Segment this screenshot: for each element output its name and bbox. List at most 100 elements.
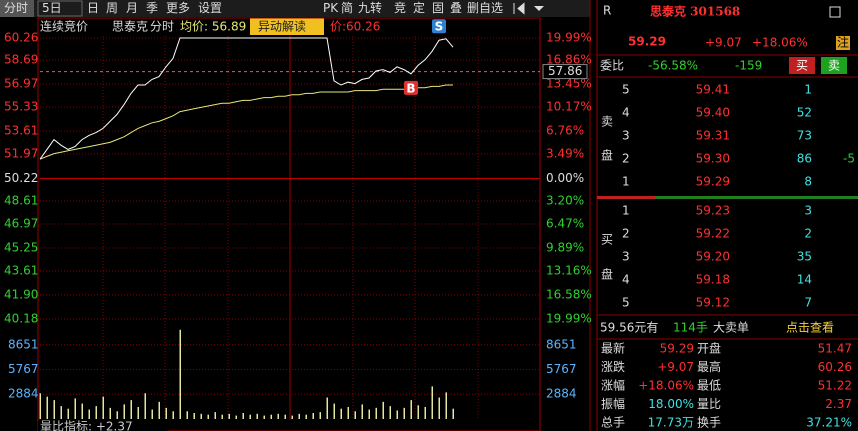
book-price: 59.29 [696,175,730,189]
volume-bar [326,397,328,419]
toolbar-button[interactable]: 5日 [42,1,62,15]
volume-bar [305,414,307,419]
volume-bar [151,409,153,419]
toolbar-button[interactable]: 九转 [358,0,382,15]
stat-label: 换手 [697,416,721,430]
level: 2 [622,227,630,241]
volume-tick-label: 5767 [546,362,577,376]
price-tick-label: 43.61 [4,264,38,278]
average-line [39,84,453,160]
percent-tick-label: 13.45% [546,77,592,91]
volume-bar [375,407,377,419]
volume-bar [179,329,181,419]
toolbar-button[interactable]: PK [323,1,339,15]
toolbar-button[interactable]: 叠 [450,1,462,15]
price-tick-label: 41.90 [4,287,38,301]
level: 3 [622,250,630,264]
buy-button[interactable] [789,57,815,74]
stat-value: 51.47 [818,342,852,356]
volume-bar [424,406,426,419]
book-price: 59.18 [696,273,730,287]
volume-bar [410,400,412,419]
percent-tick-label: 3.20% [546,194,584,208]
icon-arrow[interactable] [513,2,525,15]
price-tick-label: 46.97 [4,216,38,230]
icon-dropdown[interactable] [534,6,544,11]
percent-tick-label: 19.99% [546,312,592,326]
volume-bar [116,411,118,419]
level: 4 [622,273,630,287]
side-label: 卖 [601,115,613,129]
volume-bar [53,400,55,419]
volume-bar [214,412,216,419]
volume-tick-label: 2884 [8,387,39,401]
toolbar-button[interactable]: 定 [413,0,425,15]
menu-icon[interactable] [829,6,841,18]
percent-tick-label: 16.58% [546,287,592,301]
toolbar-button[interactable]: 固 [432,1,444,15]
volume-bar [67,408,69,419]
toolbar-button[interactable]: 简 [341,1,353,15]
volume-bar [389,406,391,419]
volume-bar [340,408,342,419]
price-tick-label: 51.97 [4,147,38,161]
book-volume: 7 [804,296,812,310]
toolbar-button[interactable]: 日 [87,1,99,15]
volume-tick-label: 8651 [8,337,39,351]
last-price: 59.29 [628,35,666,49]
volume-bar [445,392,447,419]
sell-button-label[interactable]: 卖 [828,59,840,73]
book-volume: 35 [797,250,812,264]
volume-bar [291,415,293,419]
side-label: 盘 [601,267,613,282]
buy-button-label[interactable]: 买 [796,59,808,73]
stat-value: 51.22 [818,379,852,393]
toolbar-button[interactable]: 季 [146,1,158,15]
volume-tick-label: 5767 [8,362,39,376]
toolbar-button[interactable]: 竞 [394,1,406,15]
price-tick-label: 40.18 [4,312,38,326]
toolbar-button[interactable]: 周 [106,1,118,15]
volume-tick-label: 2884 [546,387,577,401]
tab-active [0,0,34,17]
toolbar-button[interactable]: 删自选 [467,1,503,15]
toolbar-button[interactable]: 分时 [4,1,28,15]
stat-value: 59.29 [660,342,694,356]
volume-bar [382,401,384,419]
volume-bar [319,412,321,419]
change: +9.07 [705,36,742,50]
session: 连续竞价 [40,19,88,34]
stat-label: 总手 [601,416,625,430]
volume-bar [403,407,405,419]
volume-bar [165,407,167,419]
percent-tick-label: 13.16% [546,264,592,278]
book-volume: 52 [797,106,812,120]
note-badge: 注 [837,35,849,50]
badge[interactable]: 异动解读 [258,20,306,34]
volume-bar [228,413,230,419]
stat-value: +18.06% [638,379,694,393]
price-tick-label: 56.97 [4,77,38,91]
stat-label: 涨跌 [601,359,625,374]
toolbar-button[interactable]: 设置 [198,1,222,15]
stat-label: 量比 [697,397,721,411]
stat-value: 17.73万 [648,416,694,430]
average: 均价: 56.89 [180,20,246,34]
volume-bar [88,409,90,419]
dropdown[interactable] [37,0,83,17]
volume-bar [186,411,188,419]
trade-marker-label: S [435,20,444,34]
toolbar-button[interactable]: 月 [126,1,138,15]
toolbar-button[interactable]: 更多 [166,1,190,15]
volume-bar [249,414,251,419]
sell-button[interactable] [821,57,847,74]
big-order[interactable]: 点击查看 [786,321,834,335]
volume-bar [123,404,125,419]
percent-tick-label: 19.99% [546,31,592,45]
stat-value: 2.37 [825,397,852,411]
book-price: 59.20 [696,250,730,264]
badge-bg[interactable] [250,18,324,35]
change-pct: +18.06% [752,36,808,50]
reference-label: 57.86 [548,64,582,78]
stock-name: 思泰克 [112,20,148,34]
